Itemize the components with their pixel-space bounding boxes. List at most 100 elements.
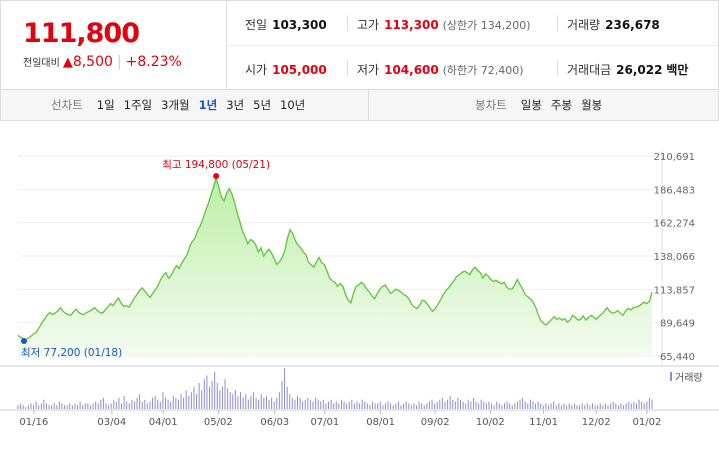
volume-bar — [480, 399, 482, 409]
volume-bar — [110, 403, 112, 409]
volume-bar — [547, 405, 549, 409]
volume-bar — [524, 401, 526, 409]
volume-bar — [105, 403, 107, 409]
volume-bar — [237, 395, 239, 409]
volume-bar — [599, 403, 601, 409]
period-tab[interactable]: 1주일 — [123, 98, 153, 112]
price-box: 111,800 전일대비 ▲8,500 | +8.23% — [1, 1, 227, 90]
y-tick-label: 210,691 — [654, 152, 695, 163]
volume-bar — [584, 405, 586, 409]
volume-bar — [483, 401, 485, 409]
volume-bar — [66, 405, 68, 409]
volume-bar — [348, 401, 350, 409]
volume-bar — [628, 401, 630, 409]
change-label: 전일대비 — [23, 58, 60, 69]
y-tick-label: 138,066 — [654, 252, 695, 263]
x-tick-label: 07/01 — [310, 417, 339, 428]
volume-bar — [361, 399, 363, 409]
volume-bar — [146, 403, 148, 409]
volume-bar — [128, 403, 130, 409]
volume-bar — [20, 403, 22, 409]
period-tab[interactable]: 3년 — [226, 98, 245, 112]
volume-bar — [491, 403, 493, 409]
volume-bar — [441, 397, 443, 409]
volume-bar — [522, 397, 524, 409]
volume-bar — [58, 401, 60, 409]
volume-bar — [364, 401, 366, 409]
volume-bar — [17, 405, 19, 409]
price-line — [17, 175, 653, 341]
volume-bar — [284, 368, 286, 409]
volume-legend-swatch — [670, 372, 672, 381]
volume-bar — [30, 403, 32, 409]
volume-bar — [79, 401, 81, 409]
amount-unit: 백만 — [666, 63, 689, 77]
volume-bar — [291, 397, 293, 409]
candle-tab[interactable]: 월봉 — [581, 98, 603, 112]
divider — [347, 60, 348, 76]
volume-bar — [74, 403, 76, 409]
volume-bar — [571, 405, 573, 409]
period-tab[interactable]: 1일 — [96, 98, 115, 112]
volume-bar — [312, 401, 314, 409]
volume-bar — [457, 397, 459, 409]
volume-bar — [265, 395, 267, 409]
volume-bar — [535, 403, 537, 409]
volume-bar — [503, 403, 505, 409]
volume-bar — [214, 371, 216, 409]
volume-bar — [159, 401, 161, 409]
volume-bar — [346, 403, 348, 409]
volume-bar — [410, 405, 412, 409]
volume-bar — [428, 401, 430, 409]
volume-bar — [263, 397, 265, 409]
volume-bar — [545, 403, 547, 409]
volume-bar — [397, 401, 399, 409]
candle-tab[interactable]: 일봉 — [520, 98, 542, 112]
volume-bar — [144, 399, 146, 409]
volume-bar — [56, 405, 58, 409]
volume-bar — [555, 405, 557, 409]
volume-bar — [465, 403, 467, 409]
volume-bar — [183, 397, 185, 409]
volume-bar — [149, 401, 151, 409]
volume-bar — [45, 403, 47, 409]
open-value: 105,000 — [272, 63, 327, 77]
volume-bar — [108, 405, 110, 409]
volume-bar — [651, 399, 653, 409]
y-tick-label: 162,274 — [654, 219, 695, 230]
volume-bar — [423, 405, 425, 409]
volume-bar — [589, 405, 591, 409]
x-tick-label: 06/03 — [260, 417, 289, 428]
x-tick-label: 05/02 — [204, 417, 233, 428]
period-tab[interactable]: 3개월 — [161, 98, 190, 112]
volume-bar — [35, 401, 37, 409]
volume-bar — [126, 401, 128, 409]
volume: 거래량 236,678 — [567, 16, 660, 33]
quote-row-1: 전일 103,300 고가 113,300 (상한가 134,200) 거래량 236… — [227, 1, 718, 46]
prev-close-value: 103,300 — [272, 18, 327, 32]
period-tab[interactable]: 10년 — [280, 98, 306, 112]
volume-bar — [294, 399, 296, 409]
volume-bar — [400, 405, 402, 409]
volume-bar — [69, 403, 71, 409]
volume-bar — [444, 401, 446, 409]
period-tab[interactable]: 1년 — [198, 98, 218, 112]
volume-bar — [278, 392, 280, 409]
volume-bar — [506, 401, 508, 409]
volume-bar — [426, 403, 428, 409]
volume-bar — [335, 401, 337, 409]
period-tab[interactable]: 5년 — [253, 98, 272, 112]
candle-tab[interactable]: 주봉 — [550, 98, 573, 112]
volume-bar — [92, 403, 94, 409]
volume-bar — [356, 401, 358, 409]
volume-bar — [612, 401, 614, 409]
volume-bar — [532, 401, 534, 409]
line-chart-label: 선차트 — [51, 98, 83, 112]
lower-limit: (하한가 72,400) — [442, 64, 524, 77]
amount-label: 거래대금 — [567, 63, 612, 77]
volume-bar — [260, 394, 262, 409]
high-label: 고가 — [357, 18, 380, 32]
volume-bar — [478, 403, 480, 409]
volume-bar — [121, 403, 123, 409]
